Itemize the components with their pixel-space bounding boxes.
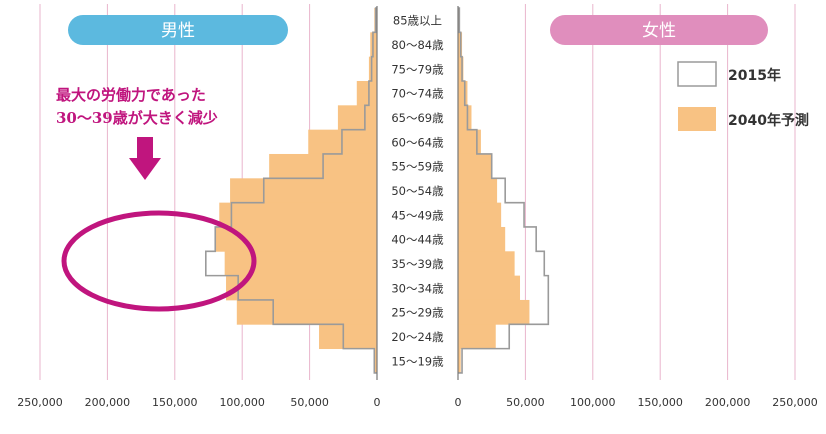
legend: 2015年 2040年予測 [677,61,809,131]
bar-2040-female [458,80,468,106]
down-arrow-icon [129,137,161,180]
annotation-line-1: 最大の労働力であった [56,86,206,104]
bar-2040-male [230,178,377,204]
age-group-label: 25～29歳 [391,306,444,320]
grid-lines [39,4,796,380]
x-tick-label-male: 100,000 [219,396,265,409]
x-tick-label-male: 250,000 [17,396,63,409]
age-group-label: 60～64歳 [391,135,444,149]
bar-2040-female [458,348,461,374]
male-header-pill [68,15,288,45]
bar-2040-male [374,348,377,374]
age-group-label: 75～79歳 [391,62,444,76]
bar-2040-male [215,226,377,252]
bar-2040-female [458,129,481,155]
age-group-label: 35～39歳 [391,257,444,271]
bar-2040-female [458,202,502,228]
bar-2040-female [458,153,492,179]
age-group-labels: 85歳以上 80～84歳 75～79歳 70～74歳 65～69歳 60～64歳 55～59… [391,14,444,369]
male-header: 男性 [68,15,288,45]
age-group-label: 50～54歳 [391,184,444,198]
outline-2015-female [458,7,550,374]
x-tick-label-male: 200,000 [85,396,131,409]
age-group-label: 15～19歳 [391,354,444,368]
female-header: 女性 [550,15,768,45]
x-tick-label-male: 50,000 [290,396,329,409]
x-tick-label-male: 150,000 [152,396,198,409]
outline-2015-male [205,7,377,374]
age-group-label: 80～84歳 [391,38,444,52]
bar-2040-female [458,105,472,131]
legend-swatch-2040 [678,107,716,131]
x-tick-labels: 250,000 200,000 150,000 100,000 50,000 0 0 50,0… [17,396,818,409]
female-header-label: 女性 [642,21,676,41]
age-group-label: 65～69歳 [391,111,444,125]
legend-label-2015: 2015年 [728,67,781,84]
age-group-label: 85歳以上 [393,14,442,28]
x-tick-label-female: 50,000 [506,396,545,409]
outline-2015 [205,7,550,374]
bar-2040-male [224,251,377,277]
bar-2040-female [458,251,515,277]
bar-2040-female [458,324,496,350]
age-group-label: 45～49歳 [391,208,444,222]
bar-2040-female [458,275,521,301]
bar-2040-male [236,299,377,325]
bar-2040-male [356,80,377,106]
legend-swatch-2015 [677,61,717,87]
annotation: 最大の労働力であった 30～39歳が大きく減少 [56,86,257,312]
bar-2040-male [226,275,377,301]
female-header-pill [550,15,768,45]
highlight-ellipse [61,210,257,312]
age-group-label: 55～59歳 [391,160,444,174]
bar-2040-female [458,56,464,82]
bar-2040-female [458,226,506,252]
age-group-label: 20～24歳 [391,330,444,344]
male-header-label: 男性 [161,21,195,41]
x-tick-label-female: 250,000 [772,396,818,409]
bar-2040-male [319,324,377,350]
annotation-line-2: 30～39歳が大きく減少 [56,109,218,127]
bar-2040-female [458,178,498,204]
x-tick-label-female: 200,000 [705,396,751,409]
bar-2040-female [458,299,530,325]
x-tick-label-female: 150,000 [637,396,683,409]
x-tick-label-male: 0 [374,396,381,409]
age-group-label: 70～74歳 [391,87,444,101]
age-group-label: 40～44歳 [391,233,444,247]
center-axes [376,6,459,380]
legend-label-2040: 2040年予測 [728,112,809,129]
bar-2040-male [337,105,377,131]
bar-2040-male [368,56,377,82]
bar-2040-male [219,202,377,228]
x-tick-label-female: 100,000 [570,396,616,409]
x-tick-label-female: 0 [455,396,462,409]
age-group-label: 30～34歳 [391,281,444,295]
